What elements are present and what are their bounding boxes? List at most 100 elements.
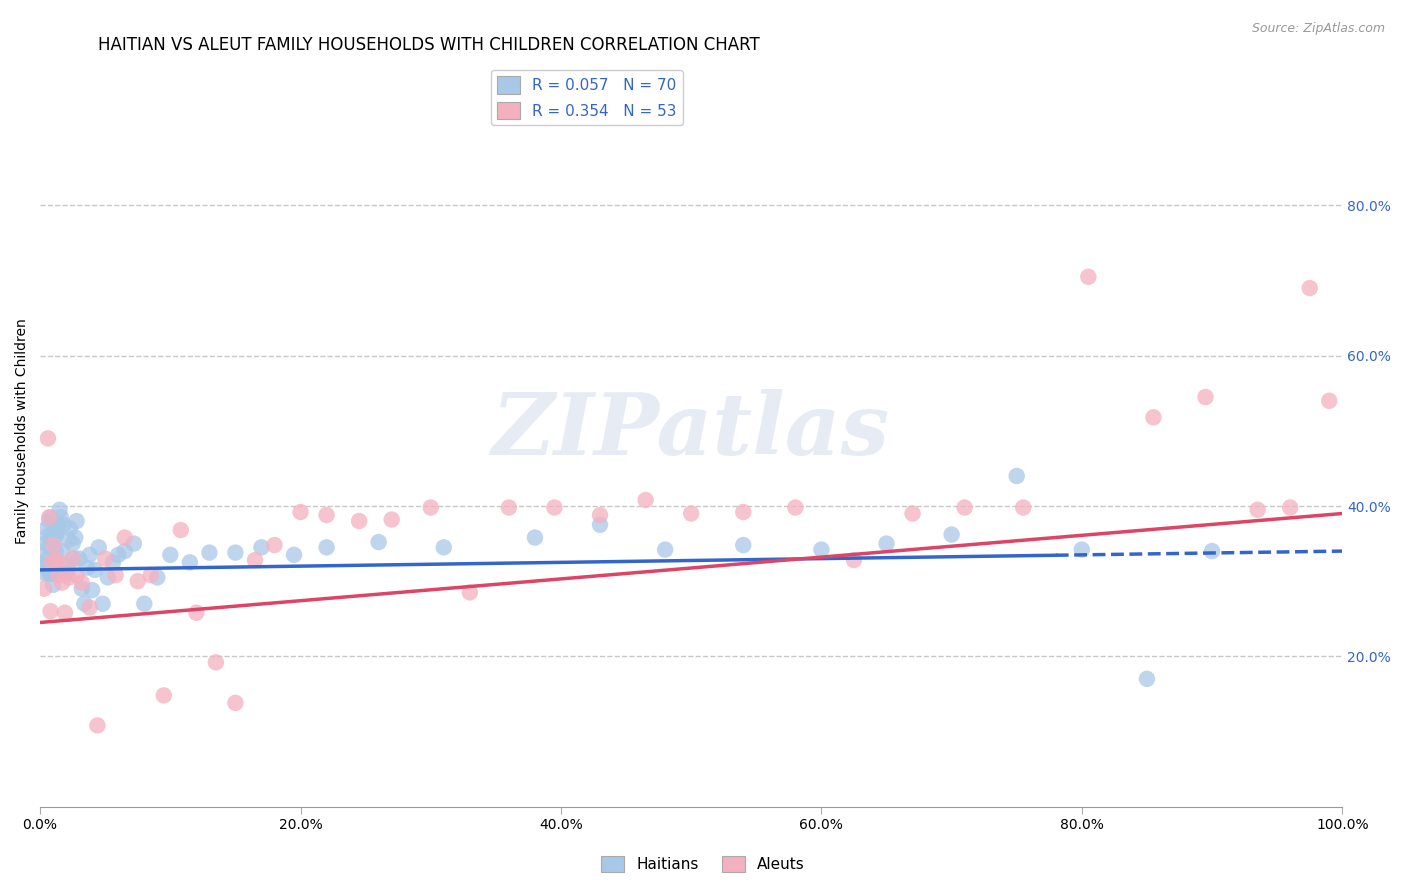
Point (243, 553, 266, 567)
Point (1005, 469, 1028, 483)
Point (315, 541, 337, 555)
Point (79, 548, 101, 562)
Point (1246, 502, 1268, 516)
Point (45, 553, 67, 567)
Point (785, 500, 807, 515)
Point (654, 542, 676, 557)
Point (94, 551, 117, 566)
Point (44, 525, 66, 540)
Point (634, 493, 657, 508)
Point (367, 535, 389, 549)
Text: ZIPatlas: ZIPatlas (492, 389, 890, 473)
Legend: R = 0.057   N = 70, R = 0.354   N = 53: R = 0.057 N = 70, R = 0.354 N = 53 (491, 70, 683, 126)
Point (1279, 500, 1302, 515)
Text: HAITIAN VS ALEUT FAMILY HOUSEHOLDS WITH CHILDREN CORRELATION CHART: HAITIAN VS ALEUT FAMILY HOUSEHOLDS WITH … (98, 36, 761, 54)
Point (810, 542, 832, 557)
Point (62, 551, 84, 566)
Point (114, 544, 136, 558)
Point (153, 689, 176, 703)
Point (1136, 672, 1159, 686)
Point (1142, 410, 1164, 425)
Point (39, 541, 62, 555)
Point (87, 541, 110, 555)
Point (263, 538, 285, 552)
Point (41, 566, 63, 581)
Point (953, 500, 976, 515)
Point (224, 696, 246, 710)
Point (39, 510, 62, 524)
Point (104, 568, 127, 582)
Point (107, 548, 129, 562)
Point (62, 536, 84, 550)
Point (91, 597, 114, 611)
Point (63, 551, 86, 566)
Point (55, 566, 77, 581)
Point (42, 538, 65, 552)
Point (37, 431, 59, 445)
Point (205, 656, 228, 670)
Point (39, 604, 62, 618)
Point (543, 500, 565, 515)
Point (122, 536, 145, 550)
Point (31, 559, 53, 574)
Point (347, 514, 370, 528)
Point (941, 527, 963, 541)
Point (70, 575, 93, 590)
Point (381, 512, 404, 526)
Point (1077, 269, 1099, 284)
Point (179, 555, 201, 569)
Point (901, 507, 924, 521)
Point (56, 559, 79, 574)
Point (419, 500, 441, 515)
Point (65, 531, 87, 545)
Point (315, 508, 337, 522)
Point (114, 531, 136, 545)
Point (733, 505, 755, 519)
Point (51, 544, 73, 558)
Point (58, 533, 80, 547)
Point (46, 517, 69, 532)
Point (1194, 390, 1216, 404)
Point (101, 555, 124, 569)
Point (198, 546, 221, 560)
Point (41, 555, 63, 569)
Point (44, 555, 66, 569)
Point (32, 544, 55, 558)
Point (283, 548, 305, 562)
Point (34, 566, 56, 581)
Point (34, 536, 56, 550)
Point (523, 531, 546, 545)
Point (49, 510, 72, 524)
Point (73, 597, 96, 611)
Point (1201, 544, 1223, 558)
Point (681, 507, 703, 521)
Point (59, 522, 82, 536)
Point (70, 582, 93, 596)
Point (146, 570, 169, 584)
Point (139, 568, 162, 582)
Point (79, 600, 101, 615)
Point (67, 551, 90, 566)
Point (498, 500, 520, 515)
Point (290, 505, 312, 519)
Point (35, 559, 58, 574)
Point (83, 563, 105, 577)
Point (134, 597, 156, 611)
Point (1012, 500, 1035, 515)
Point (32, 582, 55, 596)
Point (127, 574, 149, 589)
Point (1070, 542, 1092, 557)
Point (250, 541, 273, 555)
Point (224, 546, 246, 560)
Point (170, 523, 193, 537)
Point (35, 522, 58, 536)
Point (38, 510, 60, 524)
Point (41, 529, 63, 543)
Point (46, 525, 69, 540)
Legend: Haitians, Aleuts: Haitians, Aleuts (593, 848, 813, 880)
Y-axis label: Family Households with Children: Family Households with Children (15, 318, 30, 544)
Point (42, 578, 65, 592)
Point (51, 575, 73, 590)
Point (76, 560, 98, 574)
Point (876, 536, 898, 550)
